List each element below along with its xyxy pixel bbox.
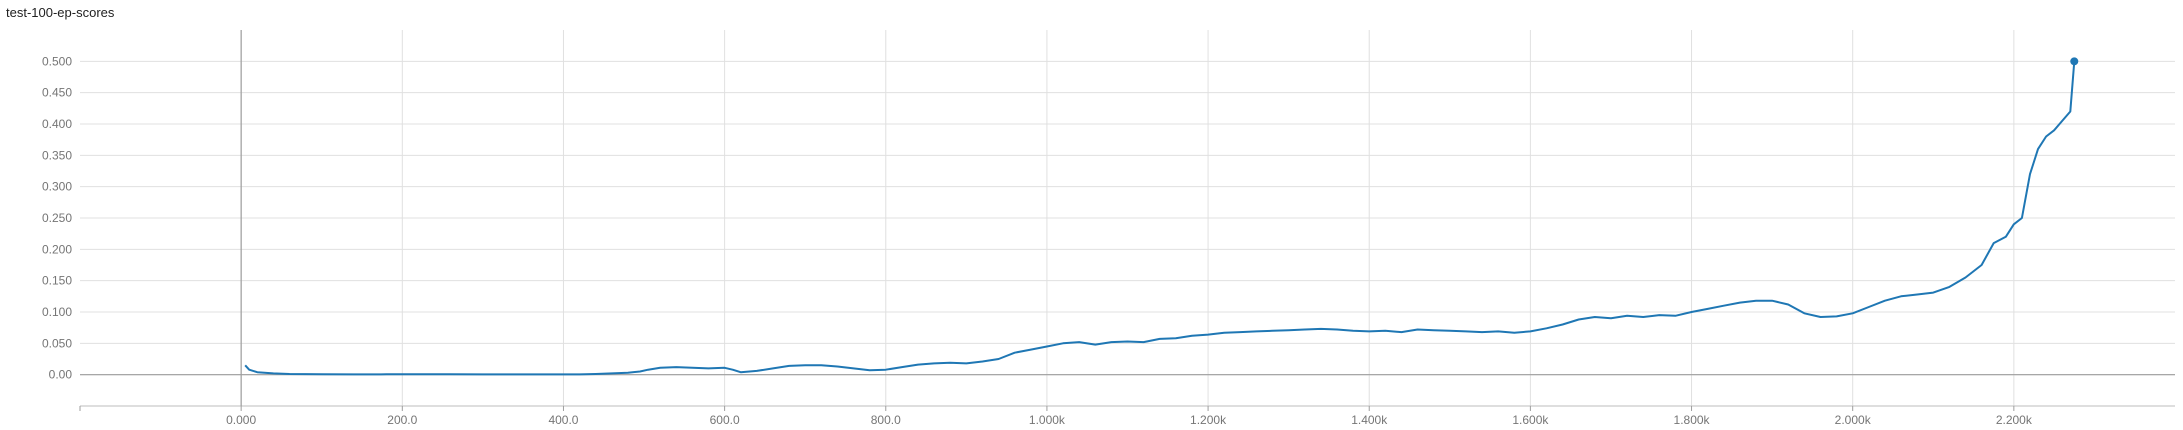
y-tick-label: 0.250 (42, 211, 72, 225)
y-tick-label: 0.400 (42, 117, 72, 131)
x-tick-label: 600.0 (710, 413, 740, 427)
y-tick-label: 0.300 (42, 180, 72, 194)
series-line (244, 61, 2076, 376)
x-tick-label: 2.000k (1835, 413, 1872, 427)
y-tick-label: 0.00 (49, 368, 73, 382)
y-tick-label: 0.050 (42, 336, 72, 350)
x-tick-label: 800.0 (871, 413, 901, 427)
y-tick-label: 0.500 (42, 54, 72, 68)
x-tick-label: 2.200k (1996, 413, 2033, 427)
x-tick-label: 200.0 (387, 413, 417, 427)
x-tick-label: 1.800k (1674, 413, 1711, 427)
x-tick-label: 1.200k (1190, 413, 1227, 427)
y-tick-label: 0.150 (42, 274, 72, 288)
y-tick-label: 0.100 (42, 305, 72, 319)
x-tick-label: 1.600k (1512, 413, 1549, 427)
chart-title: test-100-ep-scores (6, 5, 115, 20)
x-tick-label: 1.400k (1351, 413, 1388, 427)
y-tick-label: 0.350 (42, 148, 72, 162)
x-tick-label: 0.000 (226, 413, 256, 427)
last-point-marker (2070, 57, 2079, 66)
x-tick-label: 1.000k (1029, 413, 1066, 427)
x-tick-label: 400.0 (548, 413, 578, 427)
y-tick-label: 0.450 (42, 86, 72, 100)
y-tick-label: 0.200 (42, 242, 72, 256)
